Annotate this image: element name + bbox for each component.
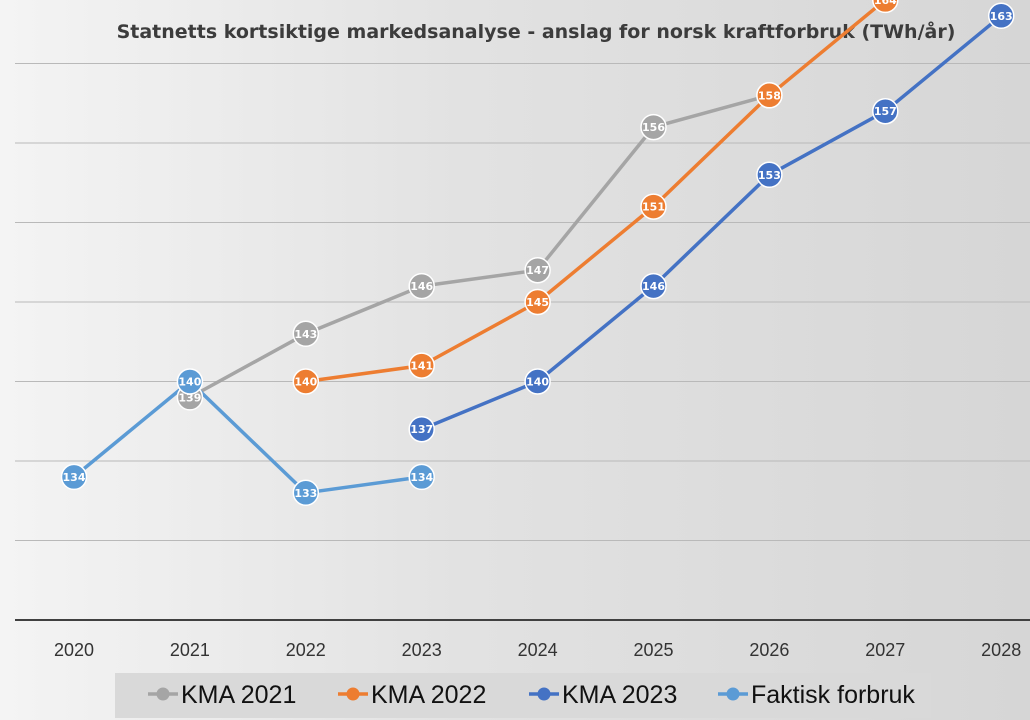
legend-swatch-marker [537, 687, 551, 701]
data-label: 153 [758, 169, 781, 182]
legend-label: Faktisk forbruk [751, 681, 915, 709]
legend-label: KMA 2021 [181, 681, 296, 709]
data-label: 133 [294, 487, 317, 500]
data-label: 140 [294, 376, 317, 389]
legend: KMA 2021 KMA 2022 KMA 2023 Faktisk forbruk [115, 673, 931, 718]
data-point [60, 463, 88, 491]
data-label: 143 [294, 328, 317, 341]
x-tick-label: 2028 [981, 640, 1021, 660]
series-line [189, 93, 770, 399]
data-point [176, 368, 204, 395]
x-tick-label: 2021 [170, 640, 210, 660]
data-label: 141 [410, 360, 433, 373]
data-label: 134 [63, 471, 86, 484]
series-lines [72, 0, 1003, 495]
data-point [408, 272, 435, 300]
data-point [408, 415, 435, 443]
data-point [640, 272, 667, 300]
data-label: 146 [410, 280, 433, 293]
data-point [640, 193, 667, 220]
data-label: 147 [526, 264, 549, 277]
x-tick-label: 2020 [54, 640, 94, 660]
data-label: 139 [178, 391, 201, 404]
data-label: 164 [874, 0, 897, 7]
chart-title: Statnetts kortsiktige markedsanalyse - a… [117, 19, 956, 43]
x-tick-label: 2025 [633, 640, 673, 660]
data-point [292, 479, 320, 507]
data-point [524, 368, 551, 395]
data-label: 145 [526, 296, 549, 309]
series-markers: 1391431461471561581401411451511581641371… [60, 0, 1015, 507]
data-point [524, 288, 551, 316]
data-point [292, 368, 320, 395]
data-point [872, 0, 899, 14]
x-axis: 2020 2021 2022 2023 2024 2025 2026 2027 2028 [15, 619, 1030, 660]
data-point [872, 97, 899, 125]
legend-swatch-marker [726, 687, 740, 701]
data-point [756, 161, 783, 189]
data-point [640, 113, 667, 141]
data-point [987, 2, 1015, 30]
data-point [408, 352, 435, 379]
data-label: 163 [990, 10, 1013, 23]
data-label: 158 [758, 89, 781, 102]
data-point [756, 82, 783, 109]
x-tick-label: 2027 [865, 640, 905, 660]
legend-swatch-marker [156, 687, 170, 701]
gridlines [15, 63, 1030, 541]
data-point [408, 463, 435, 491]
series-line [421, 14, 1003, 431]
data-label: 151 [642, 201, 665, 214]
x-tick-label: 2026 [749, 640, 789, 660]
data-label: 146 [642, 280, 665, 293]
data-label: 156 [642, 121, 665, 134]
series-line [305, 0, 887, 384]
data-label: 140 [178, 376, 201, 389]
data-label: 137 [410, 423, 433, 436]
data-point [292, 320, 320, 348]
x-tick-label: 2023 [402, 640, 442, 660]
legend-label: KMA 2023 [562, 681, 677, 709]
legend-swatch-marker [346, 687, 360, 701]
x-tick-label: 2024 [518, 640, 558, 660]
series-line [72, 379, 422, 495]
x-tick-label: 2022 [286, 640, 326, 660]
legend-box [115, 673, 931, 718]
data-label: 140 [526, 376, 549, 389]
data-label: 134 [410, 471, 433, 484]
data-label: 157 [874, 105, 897, 118]
data-point [524, 256, 551, 284]
legend-label: KMA 2022 [371, 681, 486, 709]
